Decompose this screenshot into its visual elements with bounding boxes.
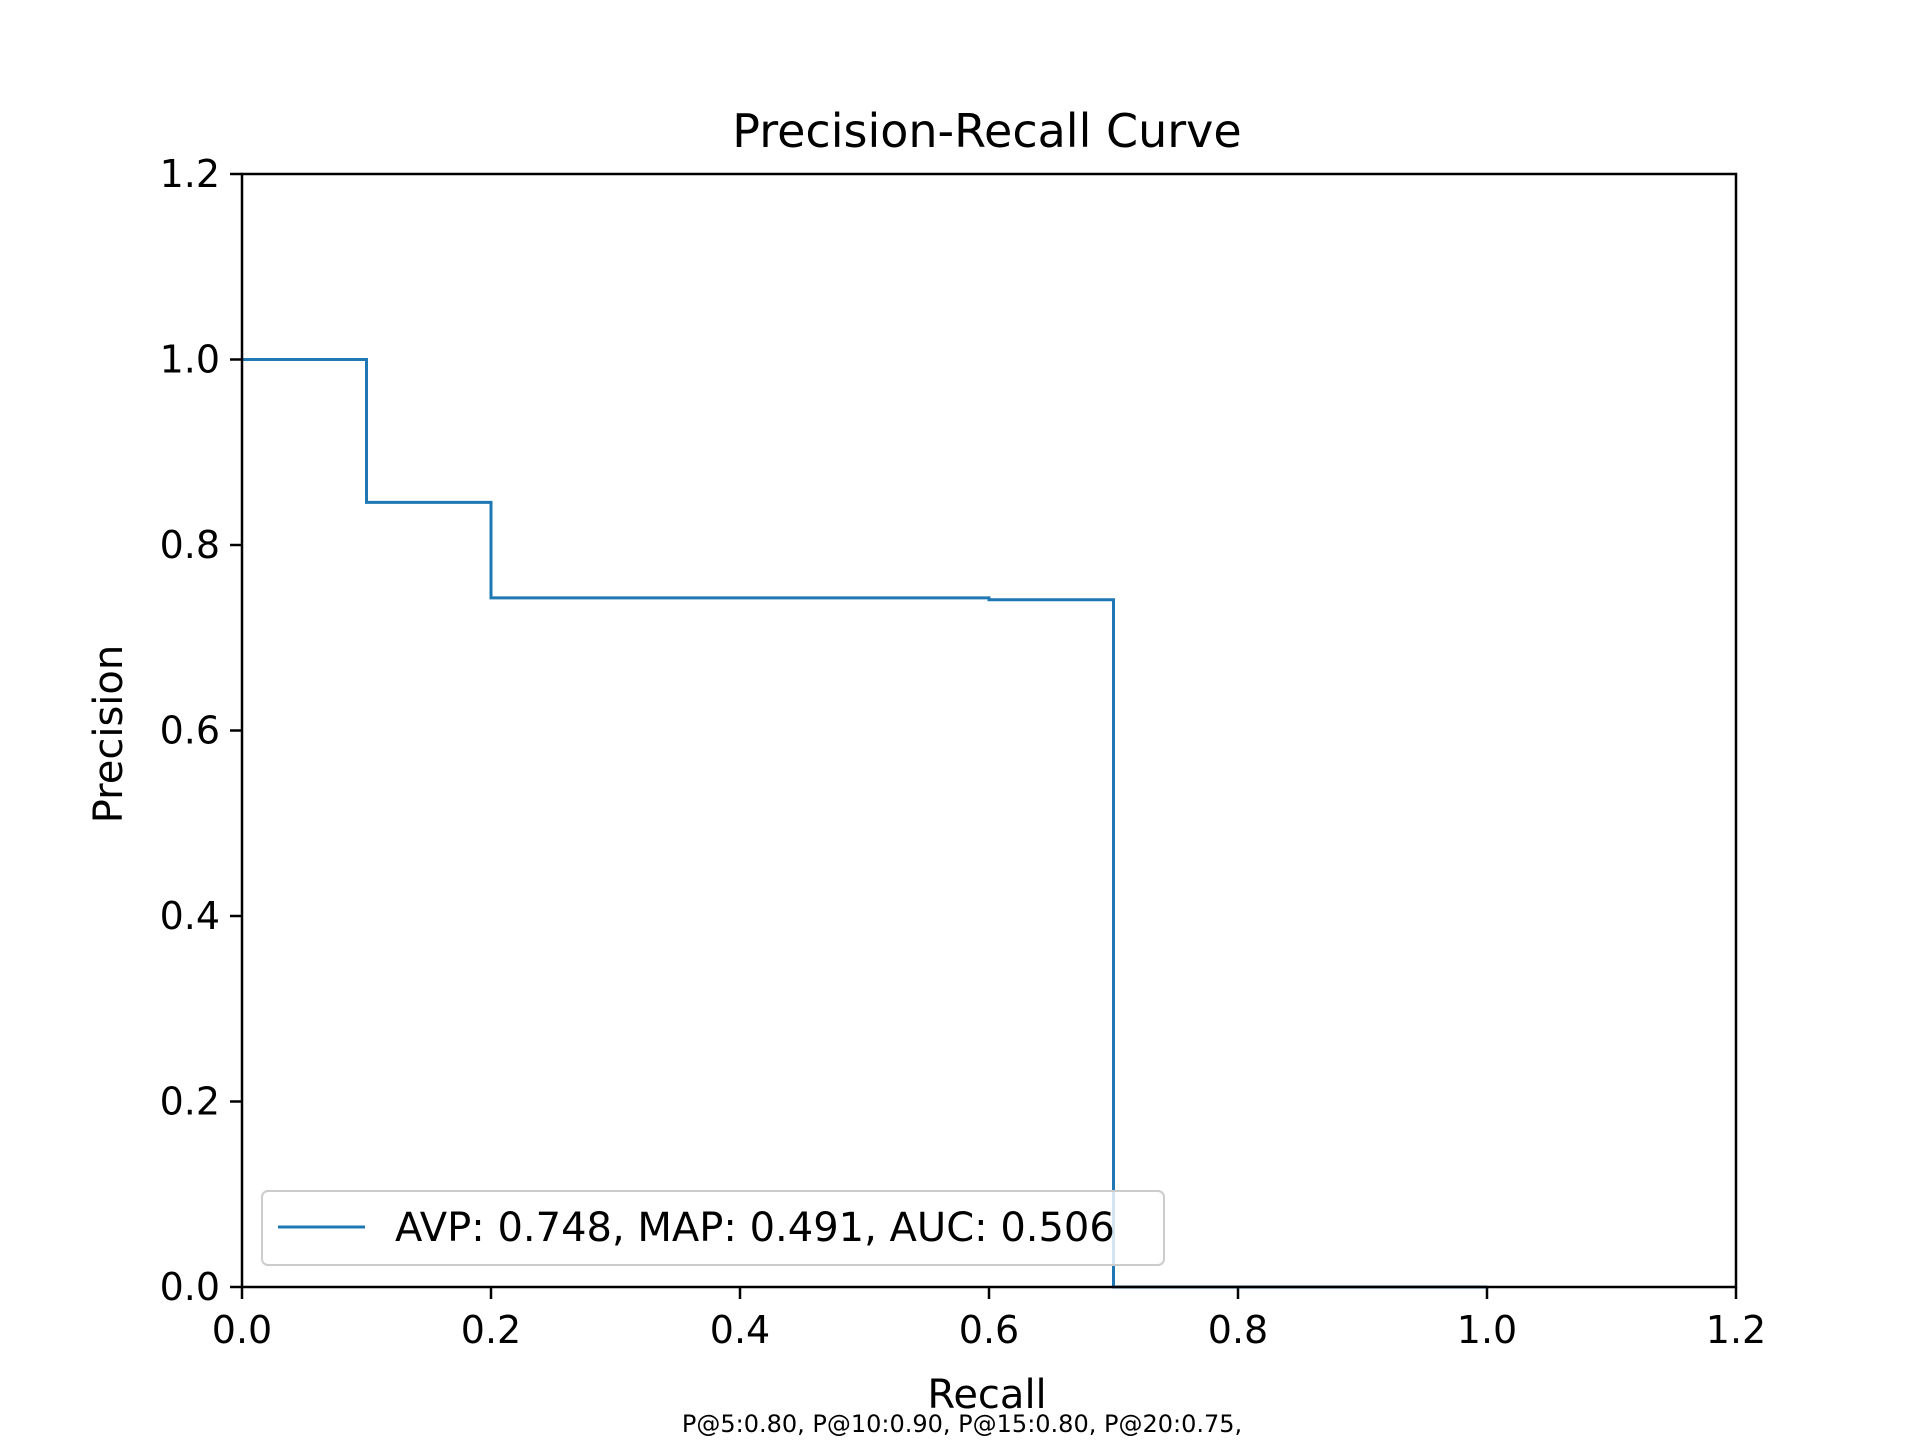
y-tick-label: 0.0: [160, 1265, 220, 1309]
plot-lines: [242, 358, 1487, 1289]
series-line-0: [242, 358, 1487, 1289]
y-axis-label: Precision: [86, 645, 132, 823]
y-axis-ticks: 0.0 0.2 0.4 0.6 0.8 1.0 1.2: [160, 152, 242, 1309]
x-tick-label: 0.4: [710, 1308, 770, 1352]
legend-label: AVP: 0.748, MAP: 0.491, AUC: 0.506: [395, 1205, 1115, 1251]
x-tick-label: 0.8: [1208, 1308, 1268, 1352]
plot-frame: [240, 172, 1738, 1289]
precision-at-k-footnote: P@5:0.80, P@10:0.90, P@15:0.80, P@20:0.7…: [682, 1410, 1242, 1438]
y-tick-label: 1.0: [160, 338, 220, 382]
x-tick-label: 0.2: [461, 1308, 521, 1352]
legend: AVP: 0.748, MAP: 0.491, AUC: 0.506: [261, 1190, 1165, 1266]
y-tick-label: 0.4: [160, 894, 220, 938]
x-tick-label: 0.0: [212, 1308, 272, 1352]
legend-box: [261, 1190, 1165, 1266]
y-tick-label: 0.2: [160, 1080, 220, 1124]
chart-title: Precision-Recall Curve: [732, 104, 1241, 158]
x-axis-label: Recall: [927, 1372, 1046, 1418]
x-tick-label: 1.0: [1457, 1308, 1517, 1352]
x-axis-ticks: 0.0 0.2 0.4 0.6 0.8 1.0 1.2: [212, 1287, 1766, 1352]
y-tick-label: 0.6: [160, 709, 220, 753]
x-tick-label: 1.2: [1706, 1308, 1766, 1352]
x-tick-label: 0.6: [959, 1308, 1019, 1352]
y-tick-label: 0.8: [160, 523, 220, 567]
y-tick-label: 1.2: [160, 152, 220, 196]
